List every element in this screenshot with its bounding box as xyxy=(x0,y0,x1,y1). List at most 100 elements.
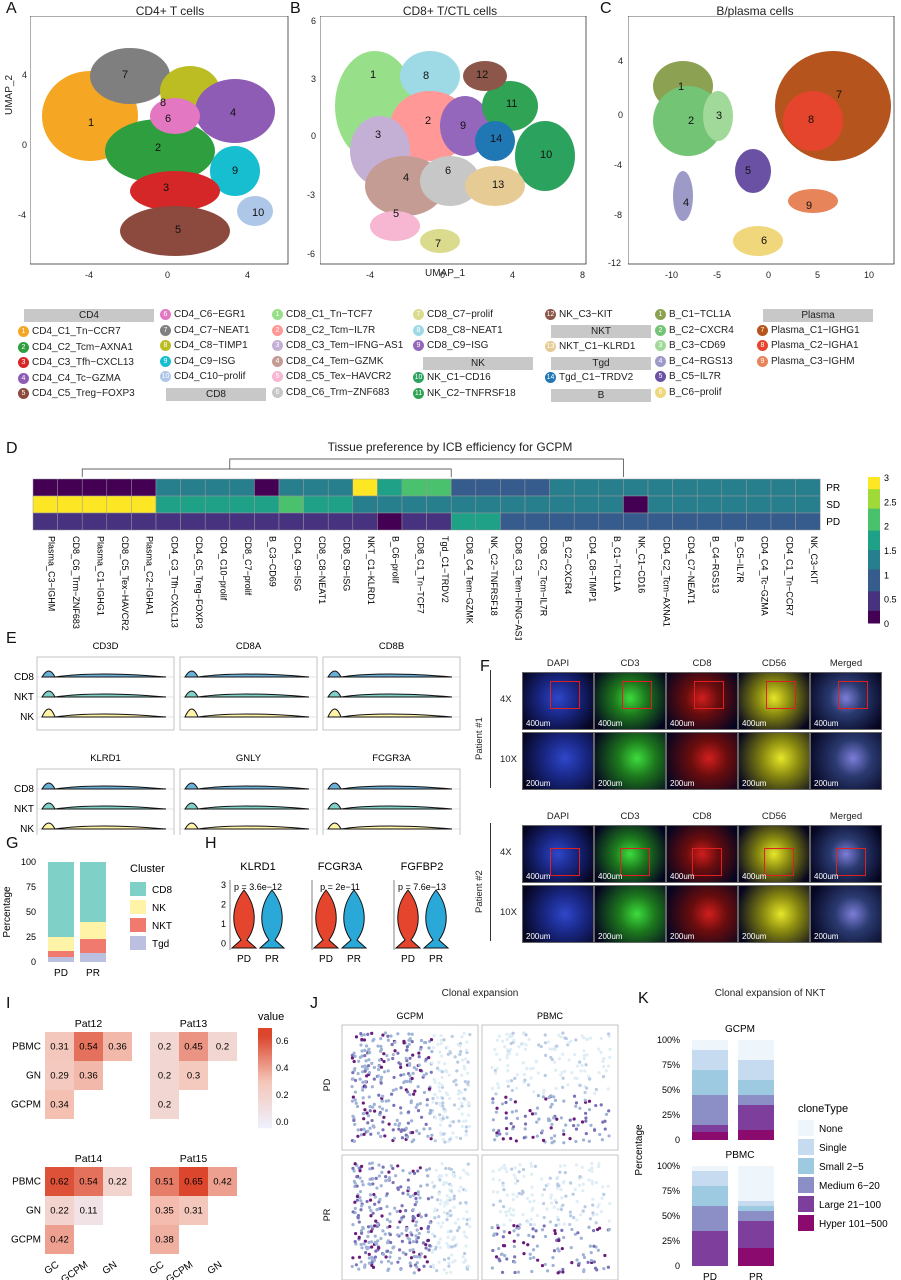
legend-label: NKT_C1−KLRD1 xyxy=(559,341,636,352)
legend-label: CD4_C9−ISG xyxy=(174,355,236,367)
cluster-bar-chart: Percentage 100 75 50 25 0 PD PR Cluster CD8 NK NKT T… xyxy=(2,857,172,979)
umap-a-cluster: 2 xyxy=(155,142,161,154)
heatmap-col-label: CD4_C8−TIMP1 xyxy=(588,536,598,602)
legend-label: CD8_C6_Trm−ZNF683 xyxy=(286,386,390,398)
heatmap-cell xyxy=(254,512,280,531)
legend-label: B_C6−prolif xyxy=(669,386,722,398)
umap-a-ytick: -4 xyxy=(18,210,27,220)
i-cell xyxy=(179,1061,208,1090)
legend-label: CD4_C6−EGR1 xyxy=(174,309,246,320)
legend-swatch: 13 xyxy=(545,341,556,352)
heatmap-cell xyxy=(180,478,206,497)
umap-a-cluster: 4 xyxy=(230,107,236,119)
micrograph-tile: 200um xyxy=(810,732,882,790)
legend-swatch: 1 xyxy=(18,326,29,337)
heatmap-cell xyxy=(131,478,157,497)
legend-item: 9 CD8_C9−ISG xyxy=(413,340,488,351)
legend-swatch: 1 xyxy=(272,309,283,320)
heatmap-cell xyxy=(229,478,255,497)
h-ytick: 0 xyxy=(221,938,226,948)
k-bar-segment xyxy=(738,1221,774,1248)
umap-b-cluster: 11 xyxy=(506,98,517,110)
umap-b-cluster: 6 xyxy=(445,165,451,177)
zoom-region-box xyxy=(837,680,868,709)
legend-label: CD4_C8−TIMP1 xyxy=(174,340,248,351)
heatmap-cell xyxy=(721,478,747,497)
legend-item: 3 CD8_C3_Tem−IFNG−AS1 xyxy=(272,340,403,351)
zoom-region-box xyxy=(621,680,652,709)
heatmap-cell xyxy=(278,512,304,531)
k-ylabel: Percentage xyxy=(634,1124,645,1176)
k-bar-segment xyxy=(738,1105,774,1130)
j-col-label: PBMC xyxy=(537,1011,564,1021)
legend-label: B_C2−CXCR4 xyxy=(669,324,734,336)
scale-bar-label: 200um xyxy=(526,779,551,788)
h-pvalue: p = 7.6e−13 xyxy=(398,882,446,892)
scale-bar-label: 200um xyxy=(814,932,839,941)
heatmap-cell xyxy=(254,478,280,497)
heatmap-cell xyxy=(32,478,58,497)
i-cell-value: 0.36 xyxy=(108,1042,127,1053)
heatmap-cell xyxy=(155,512,181,531)
j-scatter xyxy=(490,1031,612,1145)
heatmap-col-label: CD8_C1_Tn−TCF7 xyxy=(415,536,425,614)
patient-label: Patient #2 xyxy=(474,870,485,913)
umap-b-cluster: 4 xyxy=(403,172,409,184)
umap-b-cluster: 13 xyxy=(492,179,504,191)
k-legend-swatch xyxy=(798,1215,814,1231)
k-subtitle: GCPM xyxy=(725,1024,755,1035)
colorbar-tick: 1.5 xyxy=(884,546,897,556)
legend-swatch: 3 xyxy=(18,357,29,368)
g-ytick: 25 xyxy=(26,932,36,942)
i-cell xyxy=(150,1061,179,1090)
g-legend-label: NKT xyxy=(152,921,172,932)
micrograph-tile: 200um xyxy=(738,885,810,943)
i-cell xyxy=(150,1196,179,1225)
i-cell xyxy=(45,1196,74,1225)
umap-a-cluster: 7 xyxy=(122,69,128,81)
j-row-label: PD xyxy=(322,1078,332,1091)
g-legend-swatch xyxy=(130,900,146,914)
i-cell-value: 0.42 xyxy=(213,1177,232,1188)
heatmap-cell xyxy=(155,495,181,514)
heatmap-cell xyxy=(303,478,329,497)
umap-c-cluster: 5 xyxy=(745,165,751,177)
k-bar-segment xyxy=(692,1132,728,1140)
umap-c-cluster: 2 xyxy=(688,115,694,127)
legend-swatch: 8 xyxy=(757,340,768,351)
g-bar-segment xyxy=(48,937,74,951)
i-col-label: GCPM xyxy=(59,1259,90,1280)
heatmap-cell xyxy=(57,495,83,514)
legend-item: 4 B_C4−RGS13 xyxy=(655,355,733,367)
i-cell-value: 0.2 xyxy=(158,1042,171,1053)
i-legend-tick: 0.2 xyxy=(276,1090,289,1100)
scale-bar-label: 200um xyxy=(670,932,695,941)
heatmap-cell xyxy=(721,495,747,514)
heatmap-cell xyxy=(721,512,747,531)
i-row-label: PBMC xyxy=(12,1177,41,1188)
g-legend-swatch xyxy=(130,936,146,950)
heatmap-cell xyxy=(549,512,575,531)
k-ytick: 0 xyxy=(675,1135,680,1145)
heatmap-cell xyxy=(32,512,58,531)
heatmap-cell xyxy=(647,512,673,531)
heatmap-col-label: B_C6−prolif xyxy=(391,536,401,584)
legend-label: Plasma_C1−IGHG1 xyxy=(771,324,860,336)
umap-c-ytick: -8 xyxy=(614,210,623,220)
micrograph-tile: 400um xyxy=(810,672,882,730)
i-cell xyxy=(74,1167,103,1196)
k-subtitle: PBMC xyxy=(726,1150,755,1161)
umap-a-xtick: 4 xyxy=(245,270,251,280)
micrograph-tile: 200um xyxy=(522,732,594,790)
scale-bar-label: 400um xyxy=(598,719,623,728)
g-legend-label: NK xyxy=(152,903,166,914)
j-row-label: PR xyxy=(322,1208,332,1221)
heatmap-col-label: CD8_C8−NEAT1 xyxy=(317,536,327,604)
umap-c-cluster: 7 xyxy=(836,89,842,101)
k-xtick: PD xyxy=(703,1272,717,1280)
zoom-region-box xyxy=(549,680,580,709)
heatmap-col-label: CD4_C7−NEAT1 xyxy=(686,536,696,604)
umap-a-cluster: 10 xyxy=(252,207,264,219)
umap-b-cluster: 14 xyxy=(490,133,502,145)
i-col-label: GN xyxy=(206,1259,225,1277)
